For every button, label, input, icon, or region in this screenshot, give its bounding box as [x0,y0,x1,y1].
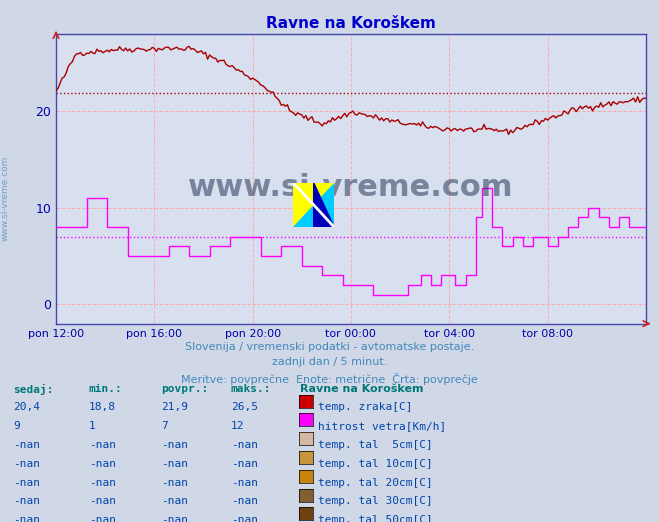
Text: 18,8: 18,8 [89,402,116,412]
Text: 9: 9 [13,421,20,431]
Text: -nan: -nan [231,440,258,450]
Text: -nan: -nan [13,478,40,488]
Text: -nan: -nan [13,515,40,522]
Text: -nan: -nan [89,440,116,450]
Text: Slovenija / vremenski podatki - avtomatske postaje.
zadnji dan / 5 minut.
Meritv: Slovenija / vremenski podatki - avtomats… [181,342,478,385]
Text: 1: 1 [89,421,96,431]
Text: 26,5: 26,5 [231,402,258,412]
Polygon shape [314,183,334,227]
Text: -nan: -nan [13,496,40,506]
Text: maks.:: maks.: [231,384,271,394]
Text: sedaj:: sedaj: [13,384,53,395]
Text: 7: 7 [161,421,168,431]
Text: povpr.:: povpr.: [161,384,209,394]
Text: -nan: -nan [161,478,188,488]
Text: 12: 12 [231,421,244,431]
Text: -nan: -nan [161,496,188,506]
Text: -nan: -nan [89,478,116,488]
Text: -nan: -nan [231,459,258,469]
Text: -nan: -nan [89,496,116,506]
Text: temp. tal 50cm[C]: temp. tal 50cm[C] [318,515,432,522]
Text: -nan: -nan [161,440,188,450]
Text: www.si-vreme.com: www.si-vreme.com [1,156,10,241]
Text: -nan: -nan [161,515,188,522]
Text: temp. tal 10cm[C]: temp. tal 10cm[C] [318,459,432,469]
Text: 20,4: 20,4 [13,402,40,412]
Text: -nan: -nan [231,496,258,506]
Text: -nan: -nan [231,478,258,488]
Polygon shape [293,183,334,227]
Text: www.si-vreme.com: www.si-vreme.com [188,173,513,202]
Text: temp. tal  5cm[C]: temp. tal 5cm[C] [318,440,432,450]
Text: -nan: -nan [89,515,116,522]
Text: -nan: -nan [89,459,116,469]
Text: temp. zraka[C]: temp. zraka[C] [318,402,412,412]
Text: -nan: -nan [13,459,40,469]
Polygon shape [293,183,334,227]
Text: min.:: min.: [89,384,123,394]
Text: -nan: -nan [231,515,258,522]
Text: Ravne na Koroškem: Ravne na Koroškem [300,384,423,394]
Text: -nan: -nan [13,440,40,450]
Text: 21,9: 21,9 [161,402,188,412]
Title: Ravne na Koroškem: Ravne na Koroškem [266,16,436,31]
Text: temp. tal 20cm[C]: temp. tal 20cm[C] [318,478,432,488]
Text: hitrost vetra[Km/h]: hitrost vetra[Km/h] [318,421,446,431]
Text: -nan: -nan [161,459,188,469]
Text: temp. tal 30cm[C]: temp. tal 30cm[C] [318,496,432,506]
